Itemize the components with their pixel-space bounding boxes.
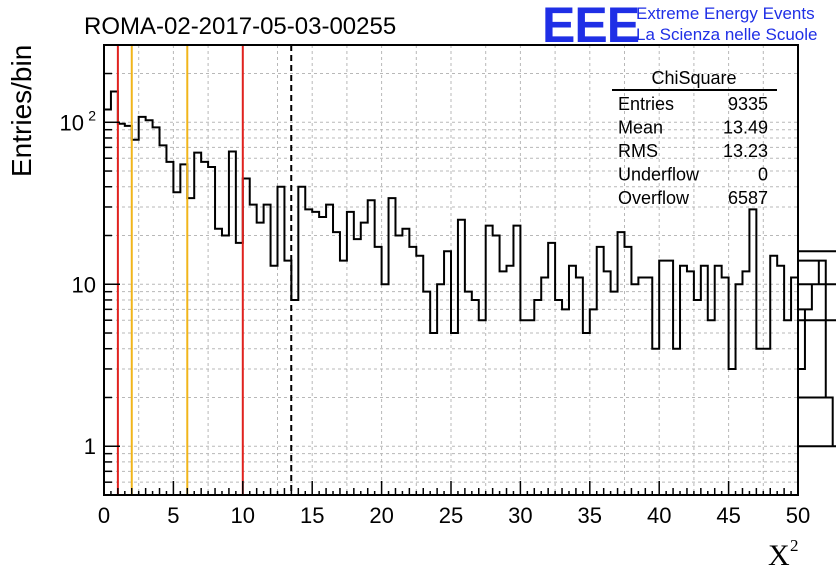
logo-mark: EEE [542,0,639,53]
stats-value: 6587 [728,188,768,208]
logo-line2: La Scienza nelle Scuole [636,25,817,44]
x-tick-label: 0 [98,503,110,528]
stats-box: ChiSquare Entries 9335 Mean 13.49 RMS 13.23 Un… [612,68,777,208]
stats-value: 13.49 [723,118,768,138]
x-tick-label: 10 [231,503,255,528]
stats-label: Underflow [618,165,700,185]
chart-title: ROMA-02-2017-05-03-00255 [84,13,396,40]
stats-label: RMS [618,141,658,161]
stats-label: Entries [618,94,674,114]
stats-label: Mean [618,118,663,138]
y-axis-label: Entries/bin [6,45,37,177]
x-tick-label: 45 [716,503,740,528]
x-tick-label: 30 [508,503,532,528]
histogram [104,90,836,448]
y-tick-label: 10 [72,272,96,297]
x-axis-label-base: X [768,539,790,572]
x-tick-label: 25 [439,503,463,528]
x-axis-label: X 2 [768,536,799,572]
x-tick-label: 50 [786,503,810,528]
y-tick-label: 10 [60,110,84,135]
y-tick-label-exponent: 2 [88,107,96,123]
stats-value: 9335 [728,94,768,114]
stats-value: 0 [758,165,768,185]
x-tick-label: 40 [647,503,671,528]
stats-label: Overflow [618,188,690,208]
x-tick-label: 35 [578,503,602,528]
logo-line1: Extreme Energy Events [636,4,815,23]
histogram-series [104,90,836,448]
x-tick-label: 5 [167,503,179,528]
stats-value: 13.23 [723,141,768,161]
x-tick-label: 20 [369,503,393,528]
stats-title: ChiSquare [651,68,736,88]
reference-lines [116,45,293,495]
y-tick-label: 1 [84,434,96,459]
eee-logo: EEE Extreme Energy Events La Scienza nel… [542,0,817,53]
x-tick-label: 15 [300,503,324,528]
x-axis-label-superscript: 2 [790,536,799,555]
